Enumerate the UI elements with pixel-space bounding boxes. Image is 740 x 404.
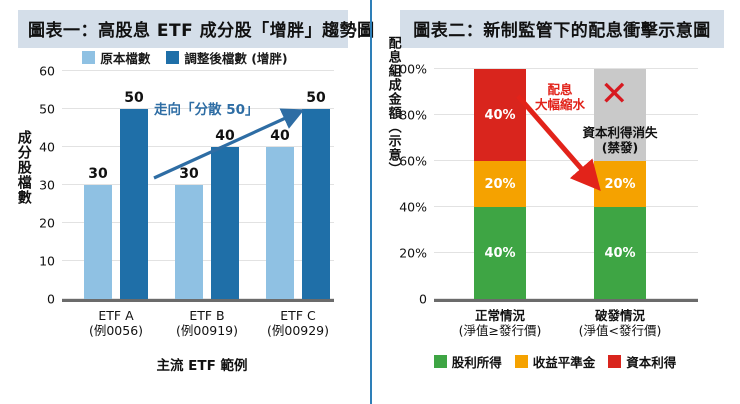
bar-etfc-original	[266, 147, 294, 299]
gridline	[62, 108, 334, 109]
right-ytick: 20%	[399, 245, 427, 261]
chart-right-title: 圖表二：新制監管下的配息衝擊示意圖	[400, 10, 724, 48]
catlabel-etfc-line2: (例00929)	[266, 323, 330, 339]
right-ytick: 40%	[399, 199, 427, 215]
dividend-shrink-line2: 大幅縮水	[534, 97, 586, 113]
dividend-shrink-line1: 配息	[547, 81, 573, 97]
stack-normal-capital-gain: 40%	[474, 69, 526, 161]
trend-arrow-icon	[153, 108, 305, 180]
chart-panel-left: 圖表一：高股息 ETF 成分股「增胖」趨勢圖 原本檔數 調整後檔數 (增胖) 成…	[0, 10, 374, 374]
legend-label-original: 原本檔數	[100, 51, 151, 66]
left-plot-background: 0 10 20 30 40 50 60 30 50 30 40 40	[39, 64, 334, 307]
right-ytick: 0	[419, 291, 427, 307]
stack-broken-capital-gain-blocked	[594, 69, 646, 161]
right-plot-background: 0 20% 40% 60% 80% 100% 40% 20% 40% 40% 2…	[391, 62, 698, 307]
chart-left-legend: 原本檔數 調整後檔數 (增胖)	[0, 48, 370, 67]
gridline	[434, 68, 698, 69]
legend-swatch-capital-gain	[608, 355, 622, 368]
bar-etfa-original	[84, 185, 112, 299]
catlabel-etfa: ETF A (例0056)	[89, 308, 143, 339]
legend-swatch-adjusted	[166, 51, 180, 64]
catlabel-etfb-line2: (例00919)	[175, 323, 239, 339]
right-ytick: 100%	[391, 61, 427, 77]
bar-label-etfb-adjusted: 40	[215, 128, 235, 144]
stack-normal-dividend-income: 40%	[474, 207, 526, 299]
left-x-axis-title: 主流 ETF 範例	[156, 358, 248, 374]
left-ytick: 20	[39, 215, 55, 231]
legend-label-equalization: 收益平準金	[532, 355, 596, 370]
left-plot-area: 0 10 20 30 40 50 60 30 50 30 40 40	[39, 64, 334, 374]
gridline	[62, 70, 334, 71]
chart-panel-right: 圖表二：新制監管下的配息衝擊示意圖 配息組成金額（示意） 0 20% 40% 6…	[370, 0, 740, 404]
bar-etfc-adjusted	[302, 109, 330, 299]
stack-broken-dividend-income: 40%	[594, 207, 646, 299]
catlabel-broken-line1: 破發情況	[594, 308, 646, 323]
bar-etfa-adjusted	[120, 109, 148, 299]
legend-item-dividend-income: 股利所得	[433, 352, 502, 371]
legend-item-capital-gain: 資本利得	[608, 352, 676, 371]
chart-left-title: 圖表一：高股息 ETF 成分股「增胖」趨勢圖	[18, 10, 374, 48]
legend-swatch-dividend-income	[433, 355, 447, 368]
left-ytick: 50	[39, 101, 55, 117]
stack-broken-equalization: 20%	[594, 161, 646, 207]
catlabel-broken: 破發情況 (淨值<發行價)	[579, 308, 662, 339]
catlabel-etfc-line1: ETF C	[280, 308, 316, 323]
gridline	[434, 206, 698, 207]
dividend-shrink-annotation: 配息 大幅縮水	[535, 82, 585, 113]
catlabel-normal: 正常情況 (淨值≥發行價)	[459, 308, 542, 339]
bar-label-etfc-adjusted: 50	[306, 90, 326, 106]
capital-gain-blocked-label: 資本利得消失 (禁發)	[582, 125, 657, 156]
gridline	[62, 146, 334, 147]
cross-mark-icon: ✕	[600, 74, 629, 114]
legend-item-adjusted: 調整後檔數 (增胖)	[166, 48, 288, 67]
bar-label-etfb-original: 30	[179, 166, 199, 182]
gridline	[434, 298, 698, 299]
bar-label-etfa-original: 30	[88, 166, 108, 182]
legend-item-original: 原本檔數	[82, 48, 150, 67]
legend-label-dividend-income: 股利所得	[451, 355, 502, 370]
catlabel-etfa-line1: ETF A	[98, 308, 134, 323]
legend-swatch-equalization	[514, 355, 528, 368]
left-y-axis-title: 成分股檔數	[15, 130, 32, 205]
left-ytick: 40	[39, 139, 55, 155]
gridline	[434, 160, 698, 161]
legend-swatch-original	[82, 51, 96, 64]
chart-right-legend: 股利所得 收益平準金 資本利得	[370, 352, 740, 371]
catlabel-normal-line2: (淨值≥發行價)	[458, 323, 542, 339]
bar-etfb-original	[175, 185, 203, 299]
bar-etfb-adjusted	[211, 147, 239, 299]
left-ytick: 30	[39, 177, 55, 193]
gridline	[62, 184, 334, 185]
left-ytick: 60	[39, 63, 55, 79]
catlabel-etfc: ETF C (例00929)	[267, 308, 329, 339]
red-down-arrow-icon	[516, 94, 601, 191]
stack-normal-equalization: 20%	[474, 161, 526, 207]
legend-label-adjusted: 調整後檔數 (增胖)	[184, 51, 288, 66]
catlabel-normal-line1: 正常情況	[474, 308, 526, 323]
catlabel-etfb: ETF B (例00919)	[176, 308, 238, 339]
gridline	[434, 252, 698, 253]
right-ytick: 60%	[399, 153, 427, 169]
legend-item-equalization: 收益平準金	[514, 352, 596, 371]
legend-label-capital-gain: 資本利得	[626, 355, 677, 370]
right-y-axis-title: 配息組成金額（示意）	[385, 36, 401, 176]
right-plot-area: 0 20% 40% 60% 80% 100% 40% 20% 40% 40% 2…	[391, 62, 698, 338]
bar-label-etfa-adjusted: 50	[124, 90, 144, 106]
left-ytick: 10	[39, 253, 55, 269]
bar-label-etfc-original: 40	[270, 128, 290, 144]
catlabel-broken-line2: (淨值<發行價)	[578, 323, 662, 339]
left-trend-annotation: 走向「分散 50」	[154, 102, 259, 118]
capital-gain-blocked-line1: 資本利得消失	[582, 124, 658, 140]
right-ytick: 80%	[399, 107, 427, 123]
catlabel-etfb-line1: ETF B	[189, 308, 225, 323]
capital-gain-blocked-line2: (禁發)	[601, 140, 639, 156]
left-ytick: 0	[47, 291, 55, 307]
gridline	[434, 114, 698, 115]
catlabel-etfa-line2: (例0056)	[88, 323, 144, 339]
